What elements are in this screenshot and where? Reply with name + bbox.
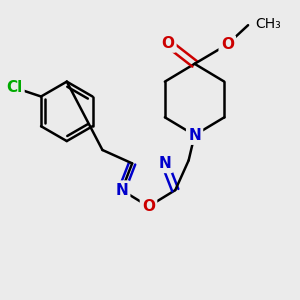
Text: O: O xyxy=(161,35,174,50)
Text: O: O xyxy=(142,199,155,214)
Text: N: N xyxy=(188,128,201,142)
Text: N: N xyxy=(158,156,171,171)
Text: N: N xyxy=(116,183,128,198)
Text: Cl: Cl xyxy=(6,80,22,95)
Text: CH₃: CH₃ xyxy=(256,17,281,31)
Text: O: O xyxy=(221,37,234,52)
